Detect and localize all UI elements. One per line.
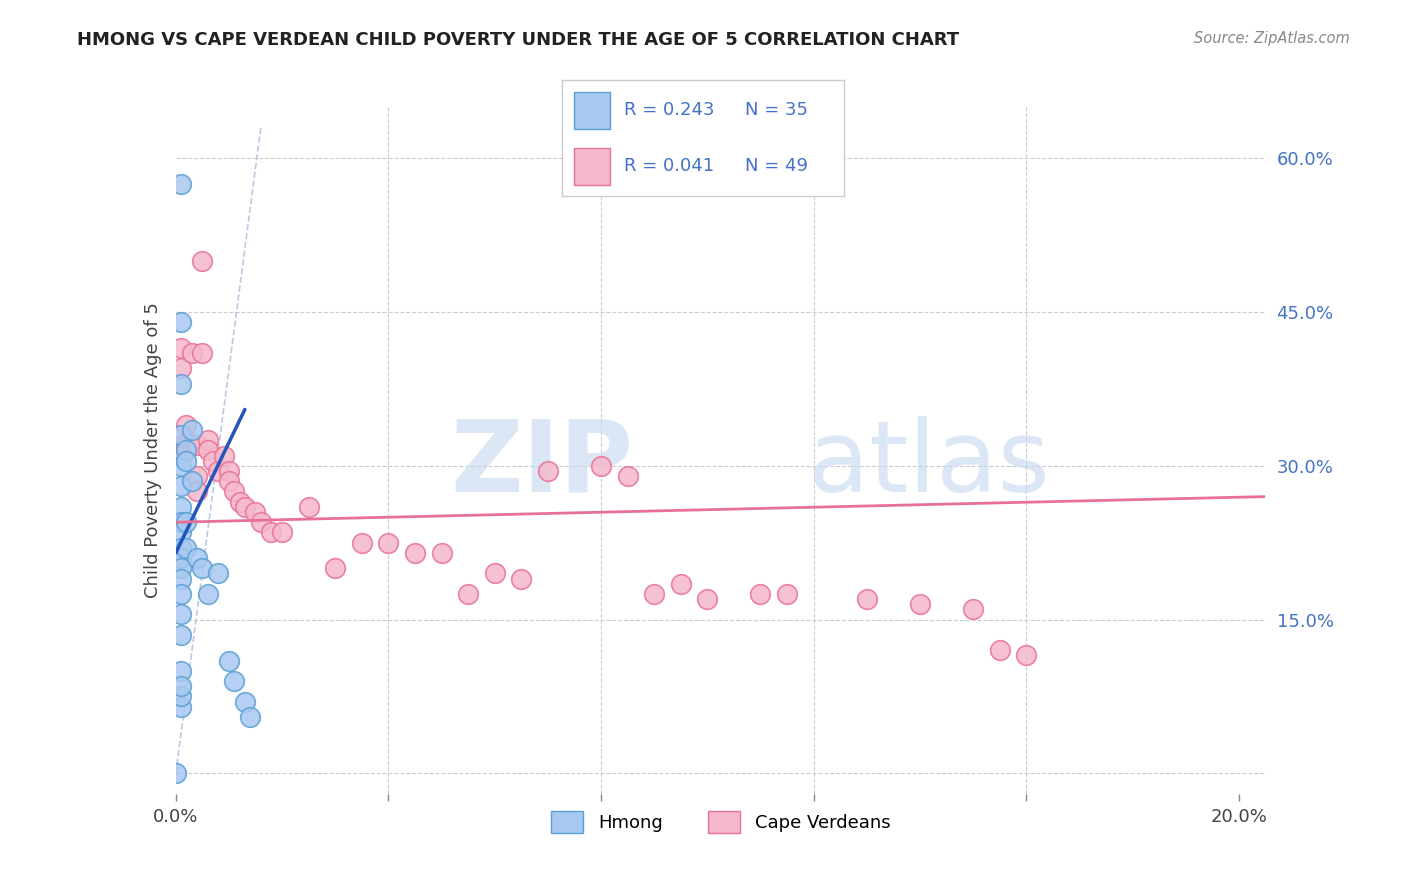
Bar [574,147,610,185]
Point [170,607,193,622]
Point [271,525,294,540]
Point [218,464,240,478]
Point [170,690,193,704]
Text: HMONG VS CAPE VERDEAN CHILD POVERTY UNDER THE AGE OF 5 CORRELATION CHART: HMONG VS CAPE VERDEAN CHILD POVERTY UNDE… [77,31,959,49]
Point [589,458,612,473]
Point [191,253,214,268]
Text: N = 35: N = 35 [745,102,808,120]
Point [170,679,193,693]
Point [170,587,193,601]
Point [165,766,187,780]
Point [191,346,214,360]
Point [962,602,984,616]
Point [1015,648,1038,663]
Point [170,361,193,376]
Point [186,484,208,499]
Point [170,177,193,191]
Point [170,525,193,540]
Point [191,561,214,575]
Point [616,469,638,483]
Point [170,449,193,463]
Point [180,423,202,437]
Point [176,417,198,432]
Point [176,515,198,529]
Point [180,438,202,452]
Point [749,587,772,601]
Point [176,453,198,467]
Point [170,479,193,493]
Text: ZIP: ZIP [450,416,633,513]
Point [239,710,262,724]
Y-axis label: Child Poverty Under the Age of 5: Child Poverty Under the Age of 5 [143,302,162,599]
Point [186,469,208,483]
Point [669,576,692,591]
Point [218,474,240,488]
Legend: Hmong, Cape Verdeans: Hmong, Cape Verdeans [544,804,897,839]
Point [170,315,193,329]
Point [696,592,718,607]
Point [537,464,560,478]
Bar [574,92,610,129]
Point [170,664,193,678]
Text: N = 49: N = 49 [745,157,808,175]
Point [176,438,198,452]
Point [908,597,931,611]
Point [170,438,193,452]
Point [170,551,193,566]
Point [170,572,193,586]
Point [170,458,193,473]
Point [298,500,321,514]
Point [224,674,246,689]
Point [170,500,193,514]
Point [170,376,193,391]
Point [170,561,193,575]
Point [510,572,533,586]
Point [855,592,877,607]
Point [224,484,246,499]
Point [988,643,1011,657]
Point [170,628,193,642]
Point [484,566,506,581]
Point [249,515,271,529]
Point [170,541,193,555]
Point [180,474,202,488]
Point [430,546,453,560]
Point [197,434,219,448]
Point [170,428,193,442]
Point [776,587,799,601]
Point [170,699,193,714]
Point [323,561,346,575]
Point [197,587,219,601]
Point [176,443,198,458]
Text: Source: ZipAtlas.com: Source: ZipAtlas.com [1194,31,1350,46]
Point [212,449,235,463]
Text: atlas: atlas [807,416,1049,513]
Point [218,654,240,668]
Point [350,535,373,549]
Point [377,535,399,549]
Point [186,438,208,452]
Point [233,500,256,514]
Point [245,505,267,519]
Point [457,587,479,601]
Point [186,551,208,566]
Point [233,695,256,709]
Point [201,453,224,467]
Point [176,541,198,555]
Point [404,546,426,560]
Point [228,494,250,508]
Point [207,566,229,581]
Point [207,464,229,478]
Text: R = 0.041: R = 0.041 [624,157,714,175]
Text: R = 0.243: R = 0.243 [624,102,714,120]
Point [170,341,193,355]
Point [260,525,283,540]
Point [197,443,219,458]
Point [170,515,193,529]
Point [180,346,202,360]
Point [643,587,665,601]
